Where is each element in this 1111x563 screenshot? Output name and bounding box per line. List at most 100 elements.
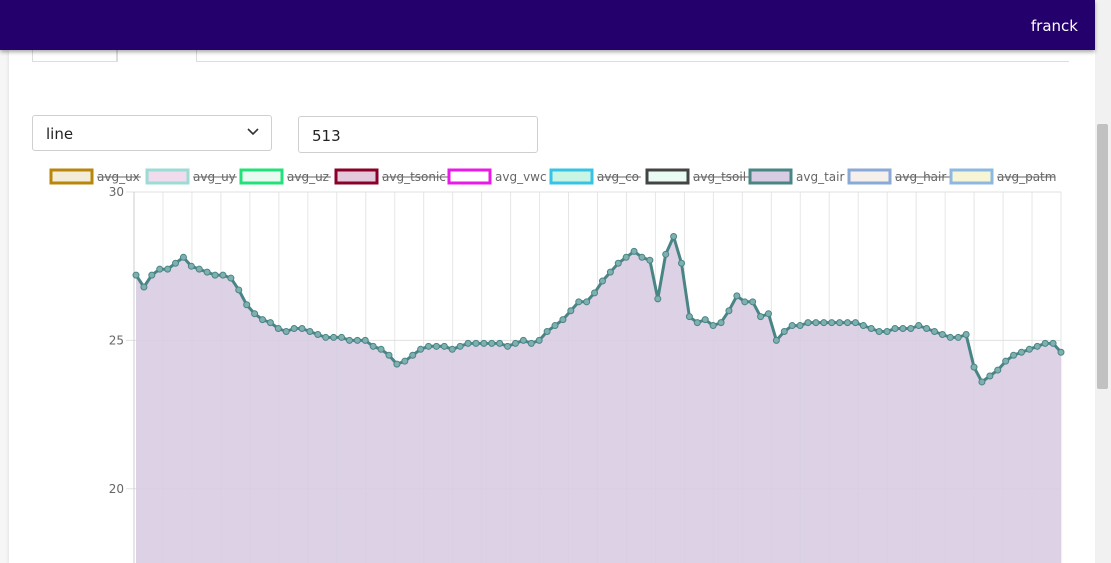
data-point[interactable] — [1026, 346, 1032, 352]
data-point[interactable] — [979, 379, 985, 385]
data-point[interactable] — [671, 234, 677, 240]
data-point[interactable] — [315, 331, 321, 337]
data-point[interactable] — [971, 364, 977, 370]
data-point[interactable] — [963, 331, 969, 337]
data-point[interactable] — [236, 287, 242, 293]
data-point[interactable] — [560, 317, 566, 323]
legend-swatch-avg_uz[interactable] — [241, 170, 282, 183]
data-point[interactable] — [1034, 343, 1040, 349]
data-point[interactable] — [1003, 358, 1009, 364]
user-name[interactable]: franck — [1031, 17, 1078, 35]
data-point[interactable] — [892, 326, 898, 332]
data-point[interactable] — [599, 278, 605, 284]
data-point[interactable] — [283, 328, 289, 334]
data-point[interactable] — [354, 337, 360, 343]
data-point[interactable] — [497, 340, 503, 346]
data-point[interactable] — [734, 293, 740, 299]
data-point[interactable] — [829, 320, 835, 326]
legend-swatch-avg_patm[interactable] — [951, 170, 992, 183]
data-point[interactable] — [252, 311, 258, 317]
data-point[interactable] — [947, 334, 953, 340]
data-point[interactable] — [370, 343, 376, 349]
data-point[interactable] — [323, 334, 329, 340]
data-point[interactable] — [607, 269, 613, 275]
data-point[interactable] — [362, 337, 368, 343]
data-point[interactable] — [631, 248, 637, 254]
data-point[interactable] — [592, 290, 598, 296]
data-point[interactable] — [710, 323, 716, 329]
data-point[interactable] — [623, 254, 629, 260]
data-point[interactable] — [346, 337, 352, 343]
data-point[interactable] — [204, 269, 210, 275]
data-point[interactable] — [837, 320, 843, 326]
data-point[interactable] — [686, 314, 692, 320]
data-point[interactable] — [473, 340, 479, 346]
data-point[interactable] — [378, 346, 384, 352]
data-point[interactable] — [449, 346, 455, 352]
data-point[interactable] — [141, 284, 147, 290]
data-point[interactable] — [433, 343, 439, 349]
legend-swatch-avg_uy[interactable] — [147, 170, 188, 183]
data-point[interactable] — [528, 340, 534, 346]
data-point[interactable] — [584, 299, 590, 305]
data-point[interactable] — [813, 320, 819, 326]
data-point[interactable] — [781, 328, 787, 334]
data-point[interactable] — [1050, 340, 1056, 346]
data-point[interactable] — [568, 308, 574, 314]
data-point[interactable] — [307, 328, 313, 334]
data-point[interactable] — [457, 343, 463, 349]
data-point[interactable] — [868, 326, 874, 332]
data-point[interactable] — [133, 272, 139, 278]
data-point[interactable] — [916, 323, 922, 329]
data-point[interactable] — [402, 358, 408, 364]
data-point[interactable] — [939, 331, 945, 337]
data-point[interactable] — [386, 352, 392, 358]
data-point[interactable] — [679, 260, 685, 266]
data-point[interactable] — [552, 323, 558, 329]
data-point[interactable] — [655, 296, 661, 302]
data-point[interactable] — [188, 263, 194, 269]
data-point[interactable] — [544, 328, 550, 334]
data-point[interactable] — [758, 314, 764, 320]
data-point[interactable] — [157, 266, 163, 272]
data-point[interactable] — [180, 254, 186, 260]
data-point[interactable] — [860, 323, 866, 329]
data-point[interactable] — [1042, 340, 1048, 346]
data-point[interactable] — [773, 337, 779, 343]
data-point[interactable] — [805, 320, 811, 326]
data-point[interactable] — [821, 320, 827, 326]
data-point[interactable] — [900, 326, 906, 332]
data-point[interactable] — [995, 367, 1001, 373]
data-point[interactable] — [845, 320, 851, 326]
data-point[interactable] — [702, 317, 708, 323]
data-point[interactable] — [441, 343, 447, 349]
data-point[interactable] — [694, 320, 700, 326]
data-point[interactable] — [884, 328, 890, 334]
data-point[interactable] — [394, 361, 400, 367]
data-point[interactable] — [228, 275, 234, 281]
legend-swatch-avg_vwc[interactable] — [449, 170, 490, 183]
data-point[interactable] — [908, 326, 914, 332]
data-point[interactable] — [173, 260, 179, 266]
data-point[interactable] — [663, 251, 669, 257]
data-point[interactable] — [520, 337, 526, 343]
scrollbar-thumb[interactable] — [1097, 124, 1108, 389]
legend-swatch-avg_co[interactable] — [551, 170, 592, 183]
data-point[interactable] — [299, 326, 305, 332]
data-point[interactable] — [576, 299, 582, 305]
data-point[interactable] — [465, 340, 471, 346]
data-point[interactable] — [536, 337, 542, 343]
data-point[interactable] — [512, 340, 518, 346]
data-point[interactable] — [932, 328, 938, 334]
legend-swatch-avg_tair[interactable] — [750, 170, 791, 183]
legend-swatch-avg_tsonic[interactable] — [336, 170, 377, 183]
legend-swatch-avg_tsoil[interactable] — [647, 170, 688, 183]
legend-swatch-avg_hair[interactable] — [849, 170, 890, 183]
data-point[interactable] — [259, 317, 265, 323]
data-point[interactable] — [647, 257, 653, 263]
data-point[interactable] — [149, 272, 155, 278]
data-point[interactable] — [410, 352, 416, 358]
data-point[interactable] — [212, 272, 218, 278]
data-point[interactable] — [331, 334, 337, 340]
data-point[interactable] — [418, 346, 424, 352]
